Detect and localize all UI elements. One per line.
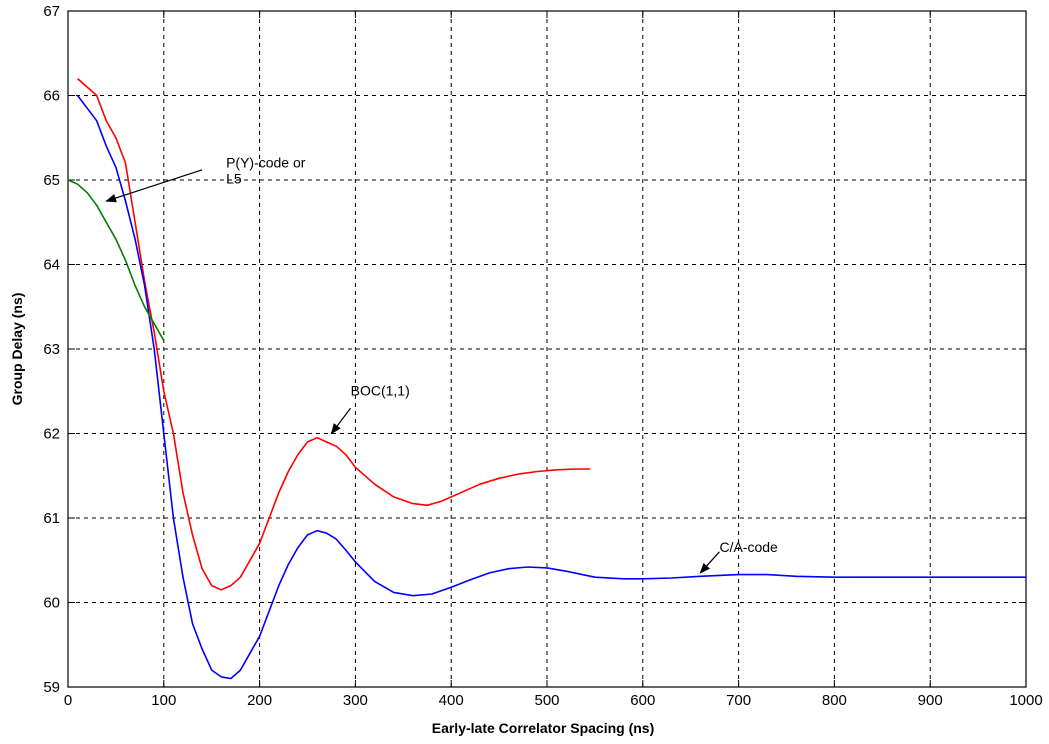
annotation-arrow [699, 551, 720, 574]
x-tick-label: 600 [630, 692, 655, 709]
x-tick-label: 200 [247, 692, 272, 709]
x-tick-label: 900 [918, 692, 943, 709]
series-line-2 [67, 179, 165, 341]
y-tick-label: 60 [43, 595, 60, 612]
y-tick-label: 67 [43, 3, 60, 20]
series-line-0 [77, 78, 591, 591]
annotation-arrow [105, 169, 203, 203]
series-line-1 [76, 95, 1026, 680]
x-axis-title: Early-late Correlator Spacing (ns) [432, 720, 655, 736]
annotation-label: L5 [226, 170, 242, 186]
y-tick-label: 61 [43, 510, 60, 527]
x-tick-label: 700 [726, 692, 751, 709]
annotation-label: BOC(1,1) [351, 382, 410, 398]
annotation-label: P(Y)-code or [226, 154, 306, 170]
y-tick-label: 64 [43, 257, 60, 274]
x-tick-label: 800 [822, 692, 847, 709]
x-tick-label: 0 [64, 692, 72, 709]
x-tick-label: 500 [534, 692, 559, 709]
x-tick-label: 100 [151, 692, 176, 709]
y-tick-label: 62 [43, 426, 60, 443]
y-tick-label: 66 [43, 88, 60, 105]
y-tick-label: 63 [43, 341, 60, 358]
x-tick-label: 300 [343, 692, 368, 709]
x-tick-label: 1000 [1009, 692, 1042, 709]
x-tick-label: 400 [439, 692, 464, 709]
annotation-label: C/A-code [719, 539, 778, 555]
y-axis-title: Group Delay (ns) [9, 293, 25, 406]
y-tick-label: 59 [43, 679, 60, 696]
annotation-arrow [330, 407, 352, 435]
y-tick-label: 65 [43, 172, 60, 189]
